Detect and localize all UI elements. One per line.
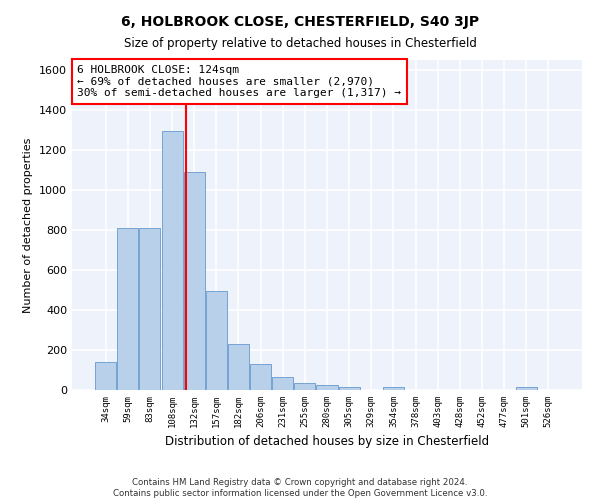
Bar (139, 228, 160, 390)
Text: 6, HOLBROOK CLOSE, CHESTERFIELD, S40 3JP: 6, HOLBROOK CLOSE, CHESTERFIELD, S40 3JP (121, 15, 479, 29)
Bar (184, 172, 205, 390)
Bar (515, 387, 536, 390)
Bar (295, 383, 316, 390)
Text: Contains HM Land Registry data © Crown copyright and database right 2024.
Contai: Contains HM Land Registry data © Crown c… (113, 478, 487, 498)
Bar (272, 377, 293, 390)
Bar (161, 131, 182, 390)
Text: Size of property relative to detached houses in Chesterfield: Size of property relative to detached ho… (124, 38, 476, 51)
Bar (316, 385, 338, 390)
Text: 6 HOLBROOK CLOSE: 124sqm
← 69% of detached houses are smaller (2,970)
30% of sem: 6 HOLBROOK CLOSE: 124sqm ← 69% of detach… (77, 65, 401, 98)
Bar (206, 291, 227, 390)
Bar (228, 344, 249, 390)
Bar (95, 362, 116, 390)
Y-axis label: Number of detached properties: Number of detached properties (23, 138, 34, 312)
Bar (250, 364, 271, 390)
X-axis label: Distribution of detached houses by size in Chesterfield: Distribution of detached houses by size … (165, 436, 489, 448)
Bar (118, 228, 139, 390)
Bar (338, 387, 359, 390)
Bar (383, 387, 404, 390)
